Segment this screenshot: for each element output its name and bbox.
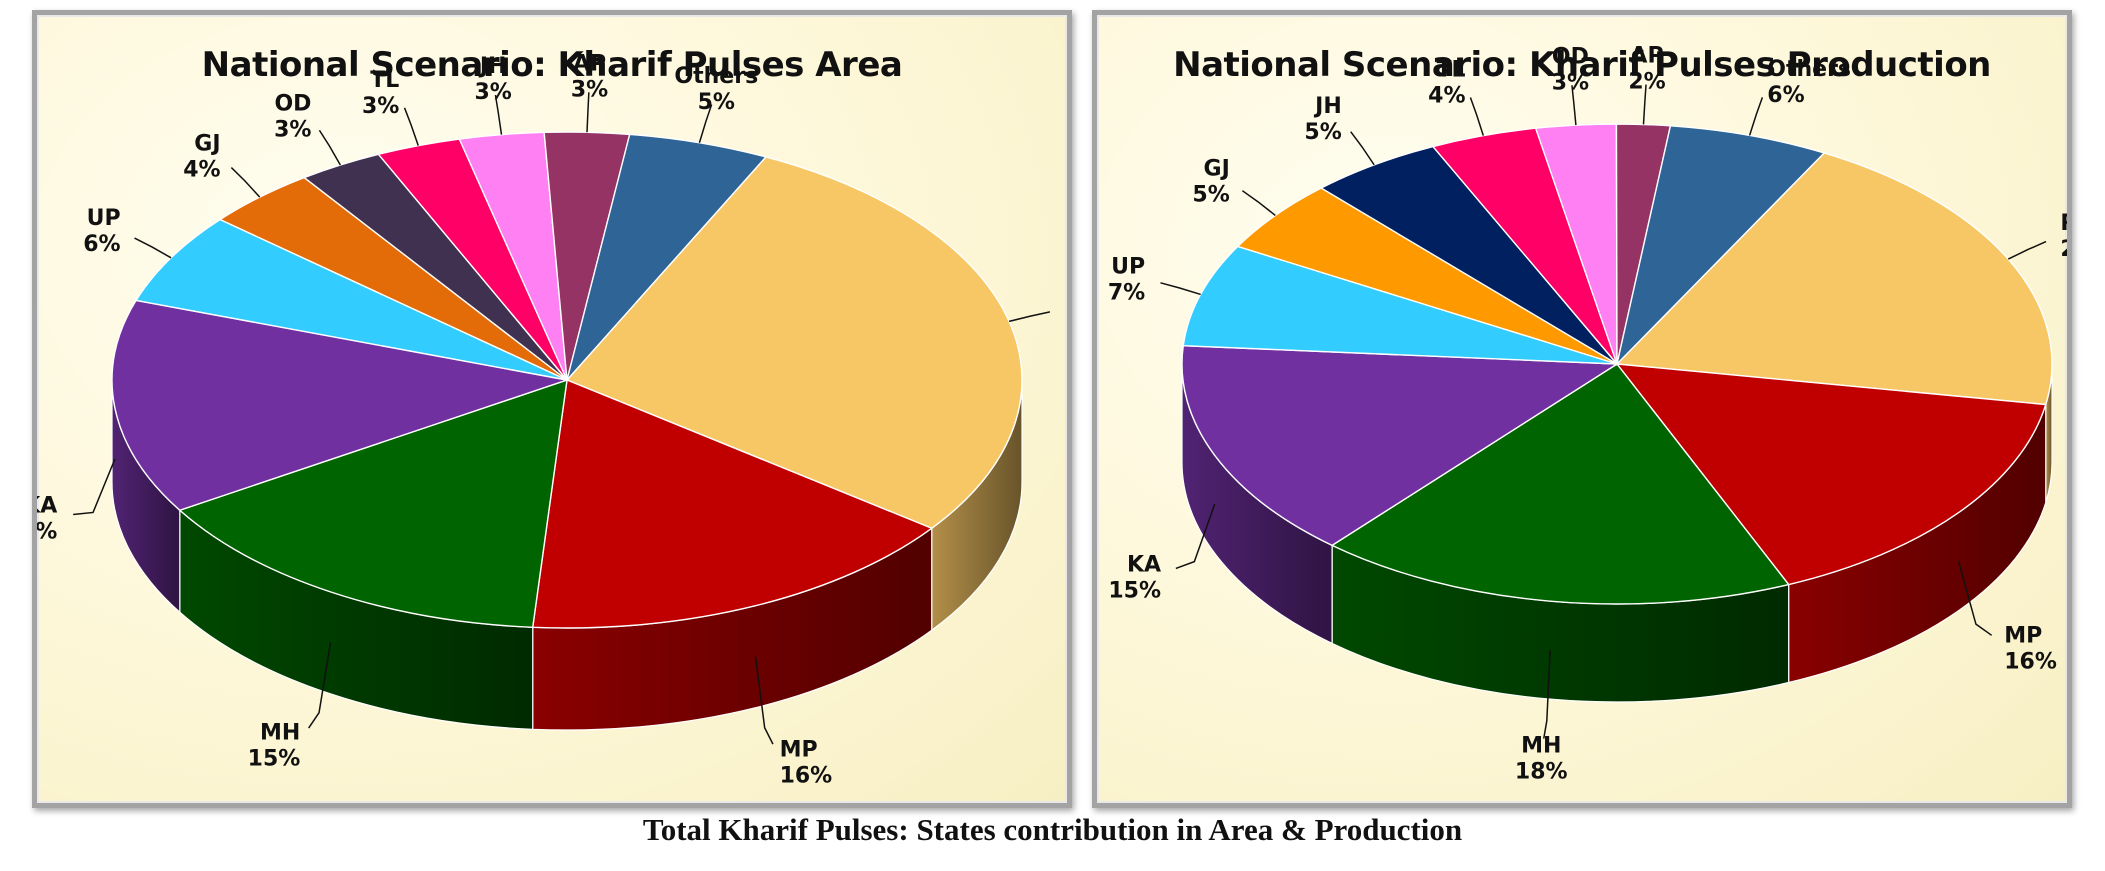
value-mp: 16%: [2004, 649, 2057, 674]
leader-line-up: [1160, 282, 1201, 296]
pie-labels: RJ28%MP16%MH15%KA14%UP6%GJ4%OD3%TL3%JH3%…: [37, 51, 1067, 788]
label-jh: JH: [478, 54, 507, 79]
value-mh: 15%: [248, 746, 301, 771]
production-chart-title: National Scenario: Kharif Pulses Product…: [1173, 45, 1991, 85]
leader-line-mp: [754, 656, 774, 745]
label-od: OD: [1552, 44, 1589, 69]
label-rj: RJ: [1065, 285, 1067, 310]
label-others: Others: [674, 64, 758, 89]
label-tl: TL: [1436, 57, 1465, 82]
slice-ka: [1181, 344, 1620, 547]
slice-mp: [531, 379, 934, 629]
production-pie-chart: RJ20%MP16%MH18%KA15%UP7%GJ5%JH5%TL4%OD3%…: [1108, 44, 2067, 785]
leader-line-ap: [586, 92, 590, 133]
leader-line-mp: [1957, 561, 1993, 636]
label-mh: MH: [1521, 733, 1561, 758]
slice-mp: [1615, 363, 2047, 586]
leader-line-od: [1571, 85, 1577, 126]
value-ka: 15%: [1108, 578, 1161, 603]
leader-line-ka: [1175, 504, 1216, 570]
value-tl: 3%: [362, 94, 399, 119]
value-up: 6%: [83, 232, 120, 257]
area-pie-chart: RJ28%MP16%MH15%KA14%UP6%GJ4%OD3%TL3%JH3%…: [37, 51, 1067, 788]
value-od: 3%: [274, 118, 311, 143]
leader-line-mh: [308, 642, 332, 729]
value-ka: 14%: [37, 520, 57, 545]
label-rj: RJ: [2060, 211, 2067, 236]
leader-line-jh: [494, 94, 503, 135]
leader-line-jh: [1350, 131, 1375, 166]
pie-side-walls: [111, 379, 1023, 731]
footer-caption: Total Kharif Pulses: States contribution…: [642, 812, 1463, 847]
value-gj: 5%: [1192, 183, 1229, 208]
slice-mh: [178, 378, 568, 629]
leader-line-others: [1748, 97, 1764, 136]
label-ka: KA: [1127, 552, 1161, 577]
leader-line-up: [134, 237, 172, 259]
label-tl: TL: [370, 68, 399, 93]
area-chart-panel: National Scenario: Kharif Pulses Area RJ…: [32, 10, 1072, 808]
leader-line-gj: [1241, 190, 1276, 217]
slice-others: [566, 133, 768, 381]
label-mp: MP: [2004, 623, 2042, 648]
value-rj: 28%: [1065, 311, 1067, 336]
slice-rj: [1615, 152, 2053, 406]
value-mp: 16%: [780, 763, 833, 788]
slice-ka: [111, 299, 570, 512]
leader-line-tl: [403, 107, 419, 146]
leader-line-others: [698, 104, 713, 143]
slice-others: [1615, 125, 1826, 367]
value-ap: 2%: [1628, 70, 1665, 95]
pie-labels: RJ20%MP16%MH18%KA15%UP7%GJ5%JH5%TL4%OD3%…: [1108, 44, 2067, 785]
value-others: 6%: [1767, 83, 1804, 108]
value-jh: 3%: [474, 80, 511, 105]
leader-line-od: [318, 129, 341, 166]
value-mh: 18%: [1515, 759, 1568, 784]
label-up: UP: [1111, 255, 1145, 280]
value-gj: 4%: [183, 157, 220, 182]
value-od: 3%: [1552, 70, 1589, 95]
label-others: Others: [1767, 57, 1851, 82]
label-up: UP: [87, 206, 121, 231]
leader-line-gj: [230, 167, 261, 198]
leader-line-ap: [1642, 84, 1647, 125]
label-gj: GJ: [194, 131, 220, 156]
value-jh: 5%: [1304, 120, 1341, 145]
label-ap: AP: [573, 51, 606, 76]
pie-top-faces: [111, 131, 1023, 629]
label-ka: KA: [37, 494, 57, 519]
production-chart-panel: National Scenario: Kharif Pulses Product…: [1092, 10, 2072, 808]
leader-line-ka: [73, 458, 116, 516]
slice-up: [134, 218, 568, 381]
label-ap: AP: [1630, 44, 1663, 69]
leader-line-rj: [1008, 311, 1051, 323]
leader-line-mh: [1542, 650, 1551, 739]
value-rj: 20%: [2060, 237, 2067, 262]
label-mp: MP: [780, 737, 818, 762]
label-gj: GJ: [1204, 157, 1230, 182]
leader-line-tl: [1469, 97, 1485, 136]
slice-up: [1182, 245, 1618, 365]
leader-line-rj: [2007, 240, 2047, 260]
label-mh: MH: [260, 720, 300, 745]
value-up: 7%: [1108, 281, 1145, 306]
value-ap: 3%: [571, 77, 608, 102]
label-jh: JH: [1313, 94, 1342, 119]
slice-mh: [1330, 363, 1790, 605]
value-others: 5%: [698, 90, 735, 115]
value-tl: 4%: [1428, 83, 1465, 108]
pie-top-faces: [1181, 123, 2053, 605]
label-od: OD: [274, 92, 311, 117]
area-chart-title: National Scenario: Kharif Pulses Area: [201, 45, 903, 85]
